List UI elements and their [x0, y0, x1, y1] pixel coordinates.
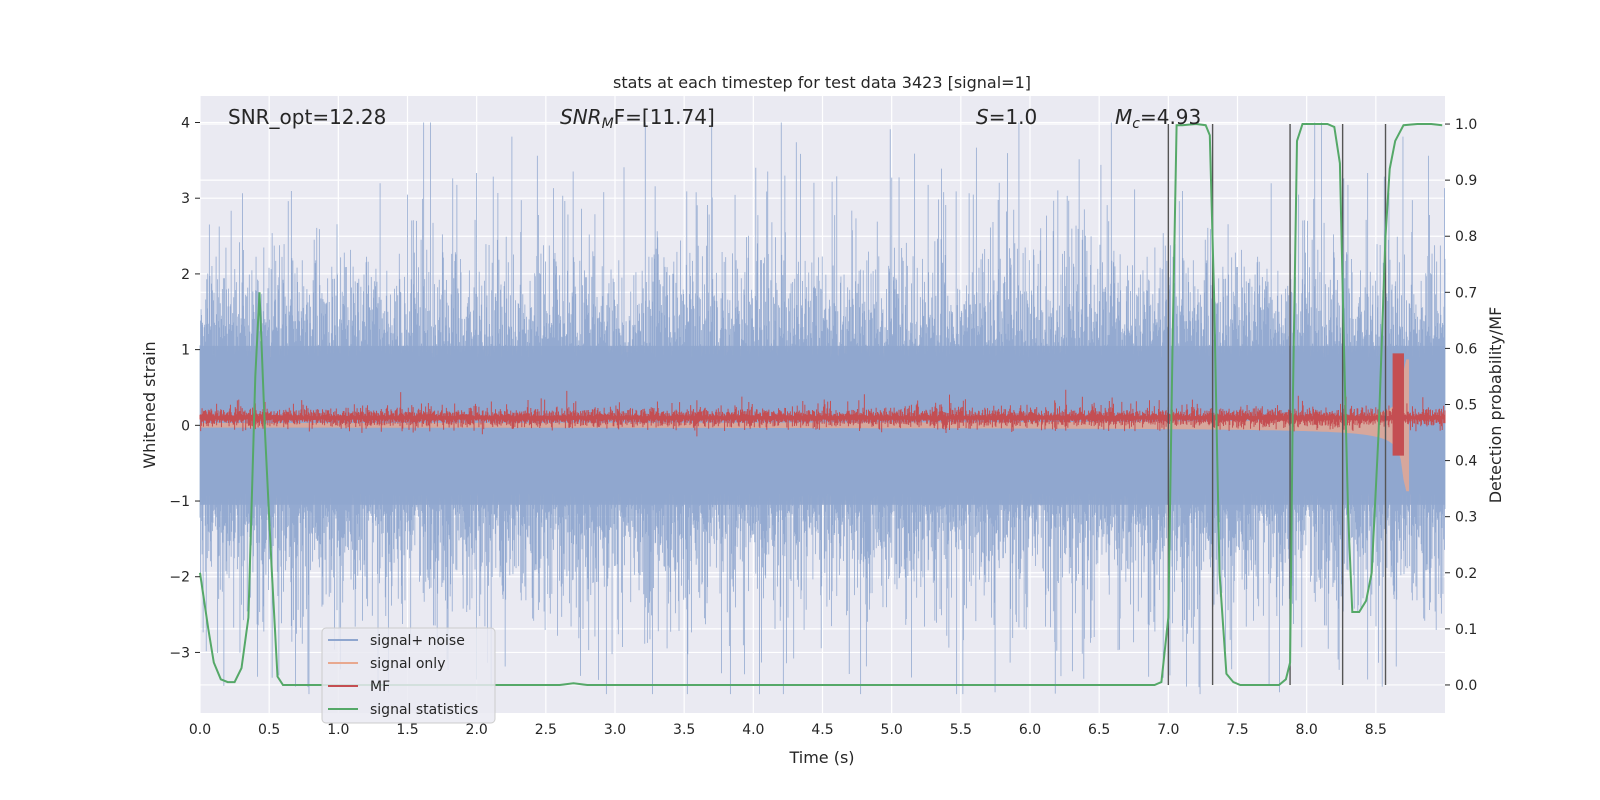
signal-only-series: [200, 359, 1409, 492]
y2-tick-label-9: 0.9: [1455, 173, 1477, 189]
legend-box: [321, 627, 496, 724]
x-tick-label-4: 2.0: [466, 722, 488, 738]
x-tick-label-6: 3.0: [604, 722, 626, 738]
y-axis-label: Whitened strain: [140, 341, 159, 468]
legend-label-signal: signal only: [370, 656, 445, 672]
snr-mf-subscript: M: [602, 116, 614, 132]
x-axis-label: Time (s): [788, 748, 854, 767]
legend-label-statistics: signal statistics: [370, 702, 478, 718]
x-tick-label-9: 4.5: [811, 722, 833, 738]
y2-tick-label-2: 0.2: [1455, 566, 1477, 582]
x-tick-label-17: 8.5: [1365, 722, 1387, 738]
signal-statistics-line: [199, 122, 1443, 686]
x-tick-label-8: 4.0: [742, 722, 764, 738]
x-tick-label-16: 8.0: [1296, 722, 1318, 738]
snr-mf-value: F=[11.74]: [614, 105, 715, 129]
x-tick-label-1: 0.5: [258, 722, 280, 738]
y2-axis-label: Detection probability/MF: [1486, 307, 1505, 504]
x-tick-label-15: 7.5: [1226, 722, 1248, 738]
chart-title: stats at each timestep for test data 342…: [613, 73, 1031, 92]
signal-envelope: [200, 359, 1409, 492]
x-tick-label-14: 7.0: [1157, 722, 1179, 738]
y-tick-label-4: 1: [181, 343, 190, 359]
y2-tick-label-3: 0.3: [1455, 510, 1477, 526]
x-tick-label-3: 1.5: [396, 722, 418, 738]
s-annotation: S=1.0: [976, 105, 1037, 129]
snr-mf-symbol: SNR: [560, 105, 602, 129]
signal-statistics-series: [199, 122, 1443, 686]
y2-tick-label-4: 0.4: [1455, 454, 1477, 470]
s-symbol: S: [976, 105, 989, 129]
x-tick-label-13: 6.5: [1088, 722, 1110, 738]
y-tick-label-6: 3: [181, 191, 190, 207]
y-tick-label-2: −1: [169, 494, 190, 510]
mc-subscript: c: [1132, 116, 1140, 132]
y-tick-label-7: 4: [181, 115, 190, 131]
x-tick-label-5: 2.5: [535, 722, 557, 738]
y2-tick-label-1: 0.1: [1455, 622, 1477, 638]
axis-ticks: 0.0 0.5 1.0 1.5 2.0 2.5 3.0 3.5 4.0 4.5 5.0 5.5 6.0 6…: [169, 115, 1477, 738]
mc-annotation: Mc=4.93: [1115, 105, 1201, 132]
x-tick-label-0: 0.0: [189, 722, 211, 738]
y2-tick-label-7: 0.7: [1455, 285, 1477, 301]
mc-symbol: M: [1115, 105, 1132, 129]
y2-tick-label-10: 1.0: [1455, 117, 1477, 133]
y-tick-label-0: −3: [169, 645, 190, 661]
x-tick-label-2: 1.0: [327, 722, 349, 738]
x-tick-label-11: 5.5: [950, 722, 972, 738]
y-tick-label-1: −2: [169, 570, 190, 586]
legend: signal+ noise signal only MF signal stat…: [321, 627, 496, 724]
legend-label-noise: signal+ noise: [370, 633, 465, 649]
y2-tick-label-8: 0.8: [1455, 229, 1477, 245]
x-tick-label-12: 6.0: [1019, 722, 1041, 738]
x-tick-label-7: 3.5: [673, 722, 695, 738]
legend-label-mf: MF: [370, 679, 390, 695]
s-value: =1.0: [989, 105, 1038, 129]
y2-tick-label-6: 0.6: [1455, 341, 1477, 357]
y-tick-label-3: 0: [181, 418, 190, 434]
y2-tick-label-0: 0.0: [1455, 678, 1477, 694]
x-tick-label-10: 5.0: [881, 722, 903, 738]
snr-opt-annotation: SNR_opt=12.28: [228, 105, 386, 129]
mc-value: =4.93: [1140, 105, 1201, 129]
y2-tick-label-5: 0.5: [1455, 398, 1477, 414]
snr-mf-annotation: SNRMF=[11.74]: [560, 105, 715, 132]
y-tick-label-5: 2: [181, 267, 190, 283]
